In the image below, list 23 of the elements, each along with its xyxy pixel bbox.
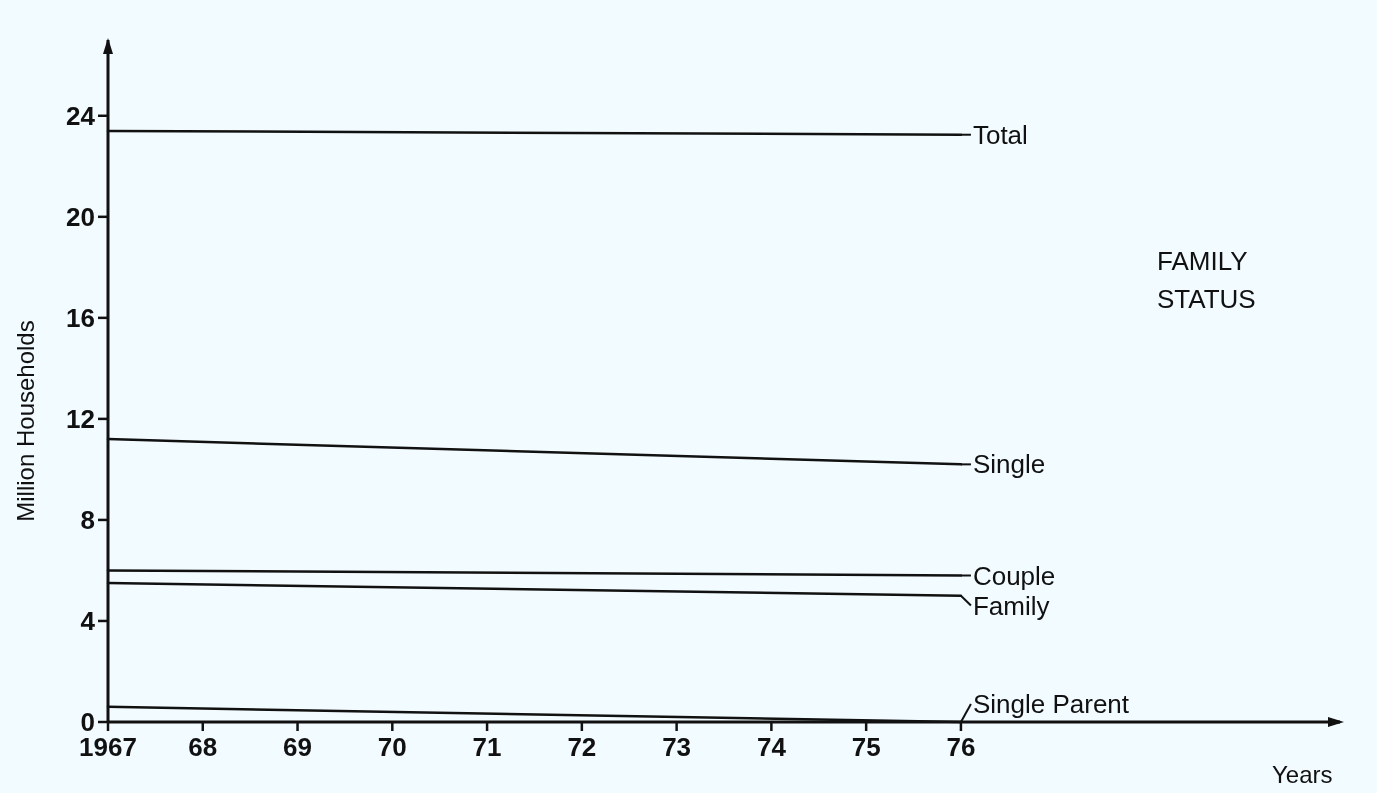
x-tick-label: 70	[377, 732, 407, 762]
y-tick-label: 8	[80, 505, 95, 536]
y-tick-label: 4	[80, 606, 96, 637]
legend-label: Single Parent	[972, 689, 1130, 720]
y-tick-label: 24	[66, 100, 96, 131]
legend-label: Total	[972, 119, 1028, 150]
x-tick-label: 74	[756, 732, 787, 762]
legend-label: Family	[972, 590, 1050, 621]
x-tick-label: 69	[283, 732, 312, 762]
annotation: FAMILY STATUS	[1157, 246, 1256, 314]
x-tick-label: 73	[662, 732, 692, 762]
x-tick-label: 75	[851, 732, 881, 762]
x-tick-label: 71	[472, 732, 502, 762]
x-tick-label: 76	[946, 732, 976, 762]
y-tick-label: 16	[66, 302, 95, 333]
x-tick-label: 72	[567, 732, 597, 762]
y-tick-label: 20	[66, 201, 95, 232]
x-tick-label: 68	[188, 732, 218, 762]
legend-label: Couple	[972, 560, 1056, 591]
y-axis-title: Million Households	[12, 320, 39, 522]
y-tick-label: 12	[66, 403, 95, 434]
x-axis-title: Years	[1272, 761, 1333, 788]
legend-label: Single	[972, 449, 1046, 480]
